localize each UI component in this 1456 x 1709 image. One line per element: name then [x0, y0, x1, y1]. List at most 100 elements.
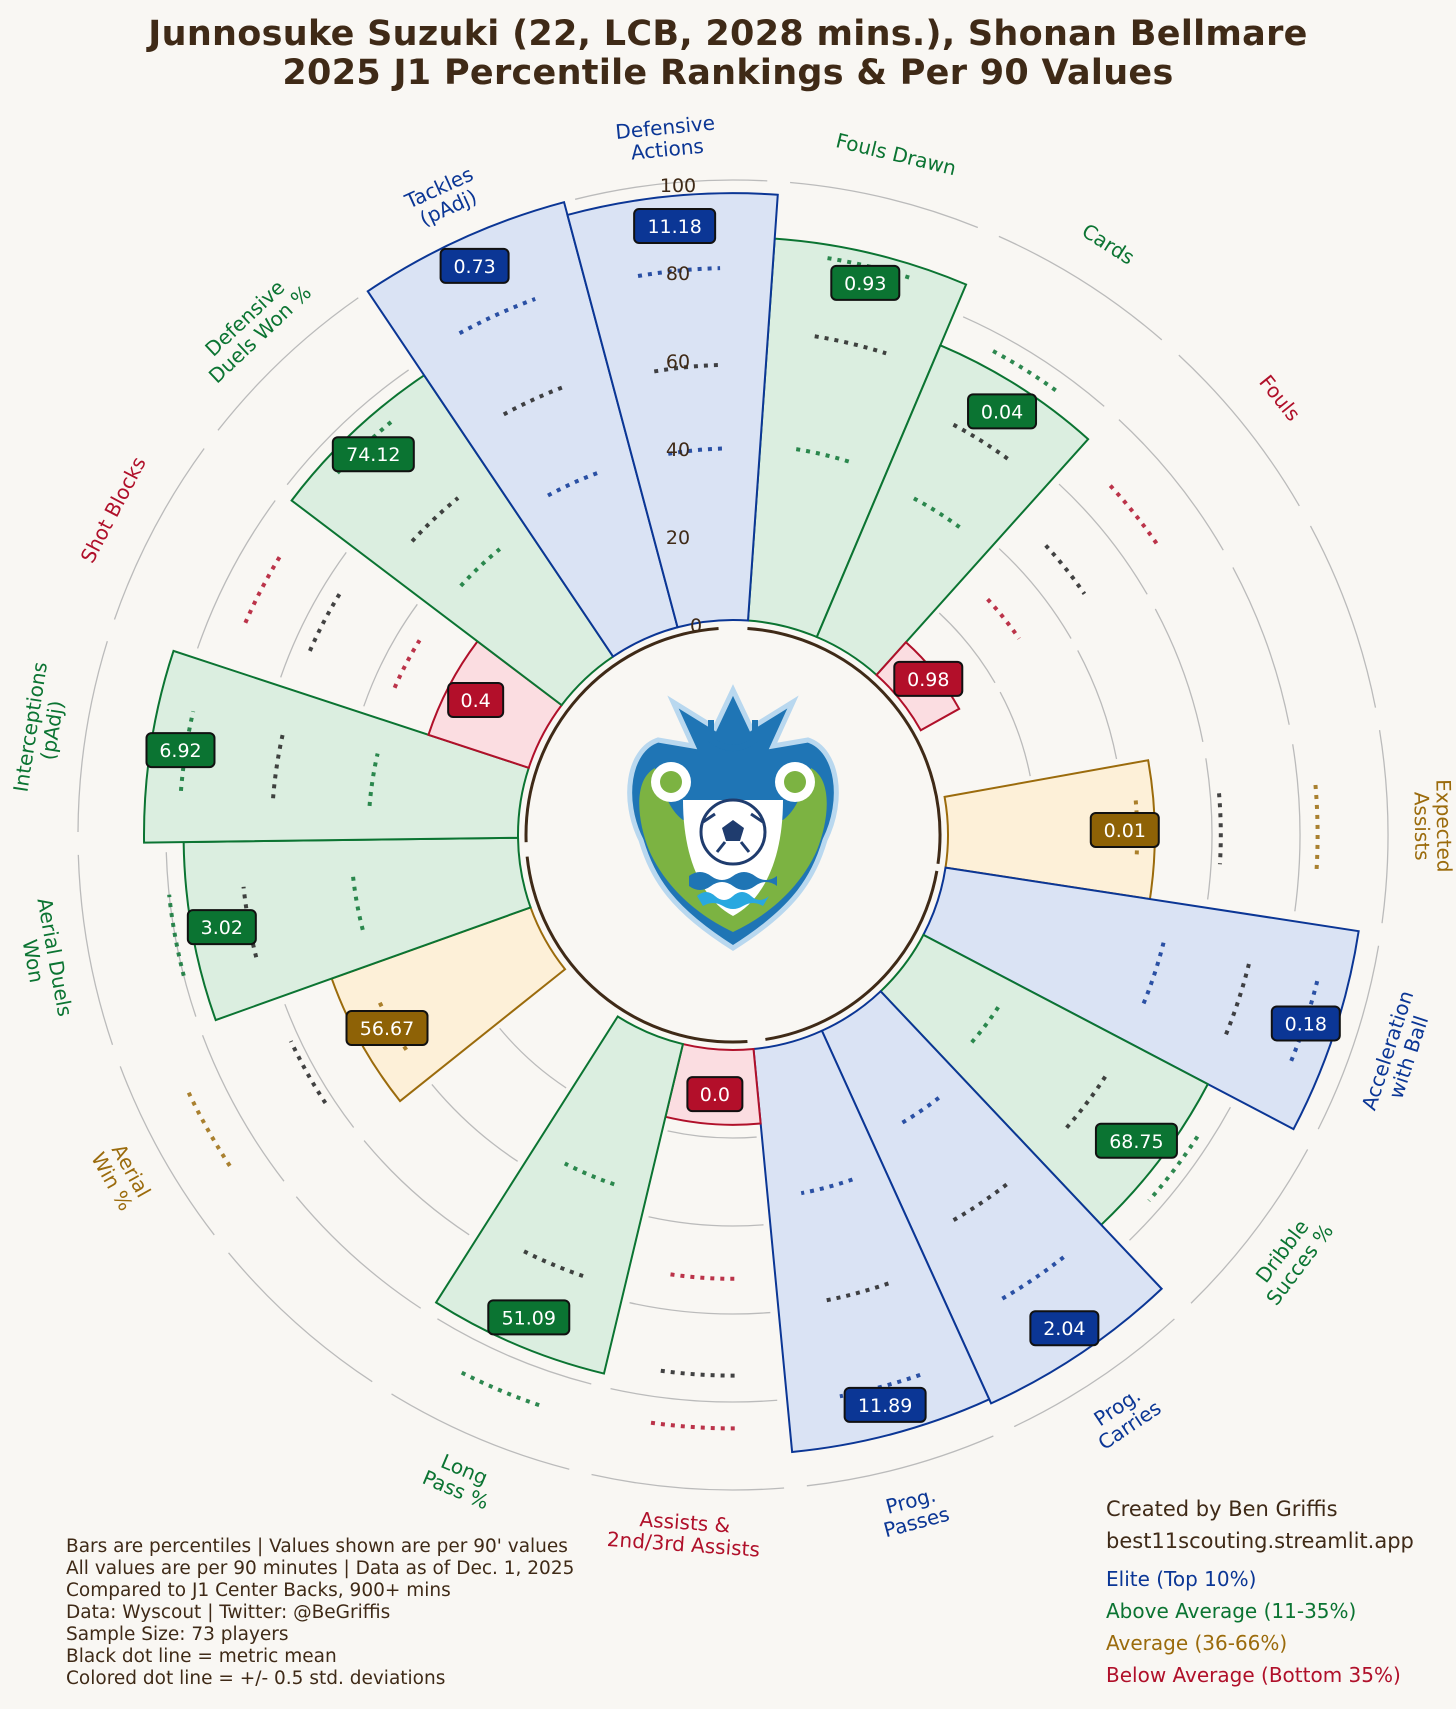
value-label: 0.0 — [700, 1084, 730, 1106]
reference-dot-line — [986, 597, 1021, 640]
reference-dot-line — [897, 1096, 941, 1127]
note-line: Black dot line = metric mean — [66, 1646, 337, 1667]
reference-dot-line — [350, 875, 365, 931]
radial-tick-label: 60 — [666, 351, 690, 373]
reference-dot-line — [367, 753, 380, 807]
grid-arc — [591, 1473, 785, 1491]
reference-dot-line — [669, 1272, 735, 1281]
reference-dot-line — [814, 334, 887, 356]
bar — [143, 649, 531, 844]
reference-dot-line — [1141, 942, 1166, 1005]
note-line: Data: Wyscout | Twitter: @BeGriffis — [66, 1602, 391, 1623]
value-badge — [967, 393, 1038, 430]
value-label: 0.4 — [461, 690, 491, 712]
category-label: Prog.Passes — [881, 1483, 952, 1543]
bar — [566, 192, 779, 629]
value-badge — [186, 909, 257, 946]
category-label-line: Assists — [1410, 792, 1435, 861]
value-label: 0.98 — [907, 669, 949, 691]
chart-title-line1: Junnosuke Suzuki (22, LCB, 2028 mins.), … — [148, 14, 1308, 54]
reference-dot-line — [637, 266, 721, 278]
reference-dot-line — [243, 553, 283, 624]
value-label: 68.75 — [1109, 1131, 1163, 1153]
grid-arc — [77, 641, 108, 832]
bar — [182, 836, 532, 1022]
category-label: Cards — [1078, 219, 1139, 270]
value-badge — [686, 1076, 744, 1113]
grid-arc — [113, 448, 205, 620]
grid-arc — [1058, 483, 1148, 595]
value-badge — [1094, 1122, 1178, 1159]
reference-dot-lines — [167, 256, 1320, 1431]
value-badge — [487, 1299, 571, 1336]
reference-dot-line — [648, 1420, 735, 1431]
category-label-line: Fouls Drawn — [834, 128, 959, 180]
reference-dot-line — [1044, 544, 1087, 595]
legend-item-average: Average (36-66%) — [1106, 1631, 1288, 1655]
value-badge — [893, 660, 964, 697]
reference-dot-line — [1133, 800, 1140, 860]
reference-dot-line — [1147, 1135, 1200, 1203]
grid-arc — [280, 552, 347, 678]
credit-block: Created by Ben Griffis best11scouting.st… — [1106, 1493, 1414, 1557]
credit-site: best11scouting.streamlit.app — [1106, 1529, 1414, 1553]
reference-dot-line — [1222, 963, 1251, 1039]
grid-arc — [962, 316, 1105, 407]
value-label: 51.09 — [502, 1307, 556, 1329]
category-label: Interceptions(pAdj) — [8, 660, 68, 793]
reference-dot-line — [997, 1255, 1065, 1303]
reference-dot-line — [1217, 793, 1223, 865]
value-badge — [345, 1010, 429, 1047]
value-label: 6.92 — [159, 740, 201, 762]
grid-arc — [1309, 525, 1377, 708]
grid-arc — [1232, 567, 1290, 725]
value-label: 0.04 — [981, 401, 1023, 423]
value-label: 0.93 — [844, 273, 886, 295]
inner-group-arc — [525, 856, 748, 1044]
note-line: Bars are percentiles | Values shown are … — [66, 1536, 568, 1557]
reference-dot-line — [392, 639, 422, 689]
reference-dot-line — [308, 590, 343, 652]
grid-arc — [217, 297, 359, 431]
grid-arc — [284, 1003, 355, 1128]
grid-arc — [1317, 945, 1380, 1130]
inner-group-arc — [765, 870, 939, 1041]
grid-arc — [431, 1083, 519, 1162]
grid-arc — [998, 548, 1072, 639]
legend-item-elite: Elite (Top 10%) — [1106, 1567, 1257, 1591]
reference-dot-line — [992, 349, 1062, 396]
bar — [746, 237, 968, 639]
category-label: Shot Blocks — [75, 453, 150, 567]
grid-arc — [1077, 650, 1118, 760]
grid-arc — [119, 1066, 215, 1236]
grid-arc — [1292, 744, 1301, 912]
bar — [330, 906, 567, 1103]
grid-arc — [363, 603, 418, 707]
grid-arc — [286, 369, 410, 486]
value-label: 0.73 — [453, 256, 495, 278]
reference-dot-line — [1313, 784, 1320, 871]
grid-arc — [295, 1196, 422, 1309]
value-label: 11.18 — [647, 216, 701, 238]
value-badge — [439, 247, 510, 284]
reference-dot-line — [821, 1281, 890, 1304]
grid-arc — [1154, 608, 1204, 743]
radial-tick-label: 0 — [690, 615, 702, 637]
reference-dot-line — [457, 1369, 540, 1408]
grid-arc — [1178, 354, 1300, 507]
reference-dot-line — [655, 1368, 735, 1378]
reference-dot-line — [376, 999, 408, 1051]
value-label: 0.18 — [1285, 1013, 1327, 1035]
note-line: Sample Size: 73 players — [66, 1624, 289, 1645]
value-badge — [1029, 1310, 1100, 1347]
grid-arc — [938, 612, 996, 684]
shonan-bellmare-crest-icon — [627, 684, 839, 951]
grid-arc — [201, 1035, 285, 1182]
reference-dot-line — [167, 894, 186, 977]
reference-dot-line — [185, 1088, 232, 1167]
grid-arc — [1190, 1149, 1309, 1304]
